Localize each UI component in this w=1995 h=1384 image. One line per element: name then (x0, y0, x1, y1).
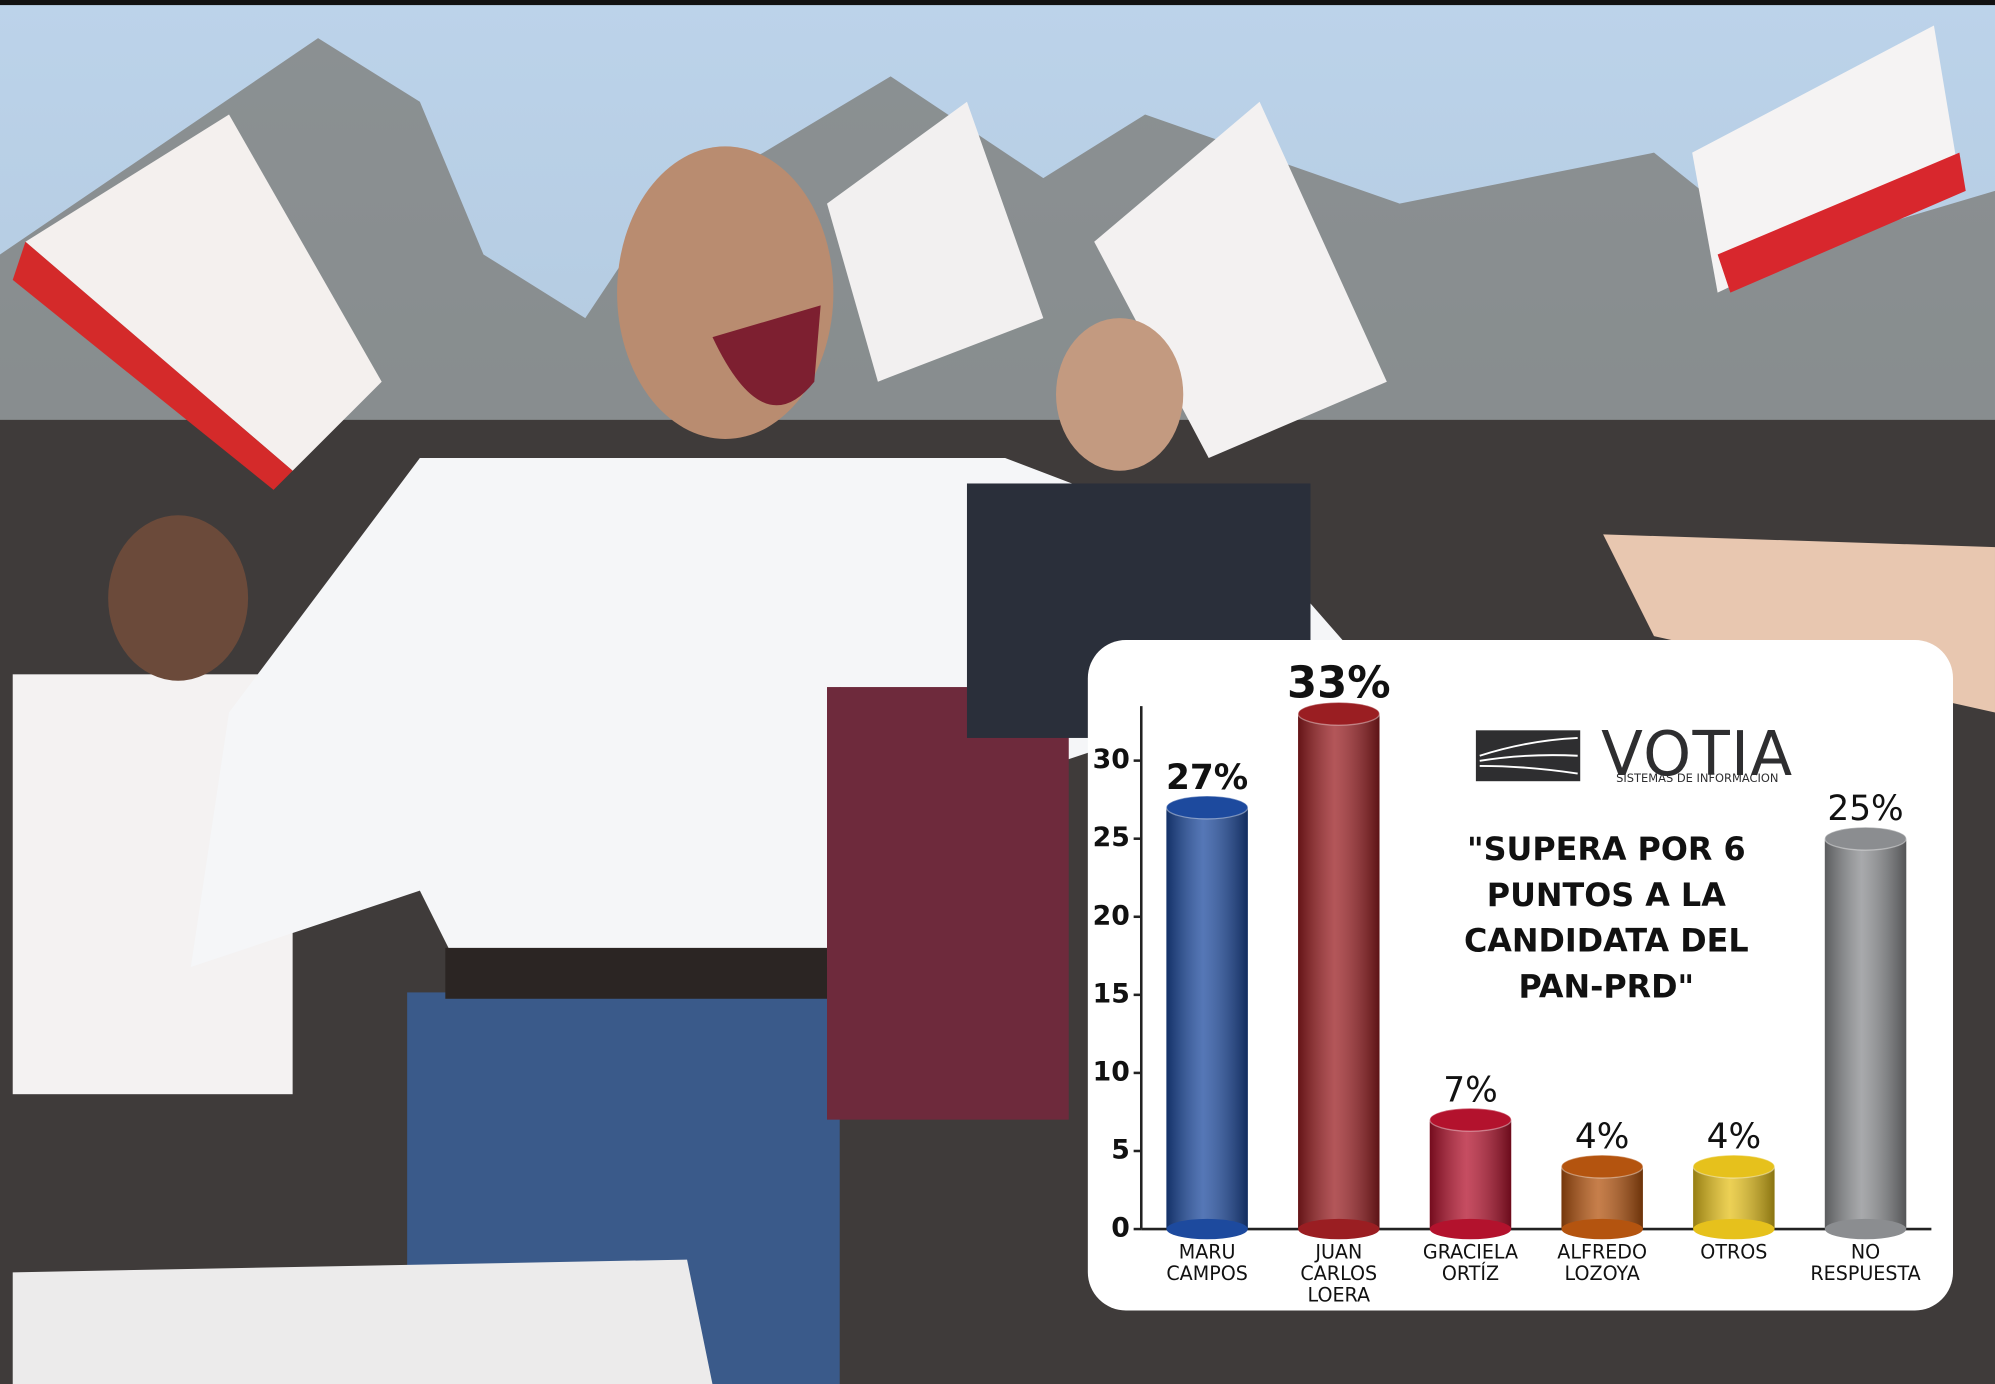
scene: VOTIA SISTEMAS DE INFORMACION 0510152025… (0, 0, 1995, 1384)
bar-cap (1693, 1155, 1774, 1178)
y-tick-label: 5 (1111, 1134, 1130, 1165)
x-tick-label: JUAN CARLOS LOERA (1300, 1242, 1377, 1307)
y-tick-label: 0 (1111, 1213, 1130, 1244)
bar-base (1298, 1219, 1379, 1239)
y-tick-label: 25 (1093, 822, 1130, 853)
bar-cap (1825, 827, 1906, 850)
bar-base (1166, 1219, 1247, 1239)
x-tick-label: OTROS (1700, 1242, 1767, 1264)
x-tick-label: MARU CAMPOS (1166, 1242, 1248, 1285)
bar-base (1693, 1219, 1774, 1239)
annotation: "SUPERA POR 6 PUNTOS A LA CANDIDATA DEL … (1450, 827, 1762, 1010)
value-label: 25% (1827, 789, 1903, 829)
bar-cap (1430, 1108, 1511, 1131)
bar-base (1561, 1219, 1642, 1239)
x-tick-label: NO RESPUESTA (1810, 1242, 1920, 1285)
bar-base (1825, 1219, 1906, 1239)
bar-shading (1166, 807, 1247, 1229)
bar-shading (1298, 714, 1379, 1229)
page: VOTIA SISTEMAS DE INFORMACION 0510152025… (0, 0, 1995, 1384)
y-tick-label: 20 (1093, 900, 1130, 931)
x-tick-label: ALFREDO LOZOYA (1557, 1242, 1647, 1285)
value-label: 7% (1443, 1070, 1497, 1110)
bar-cap (1166, 796, 1247, 819)
bar-shading (1430, 1120, 1511, 1229)
value-label: 4% (1575, 1117, 1629, 1157)
value-label: 33% (1287, 658, 1391, 708)
stage: VOTIA SISTEMAS DE INFORMACION 0510152025… (0, 0, 1995, 1384)
y-tick-label: 10 (1093, 1056, 1130, 1087)
bar-shading (1825, 839, 1906, 1229)
y-tick-label: 30 (1093, 744, 1130, 775)
value-label: 4% (1707, 1117, 1761, 1157)
logo-subtitle: SISTEMAS DE INFORMACION (1616, 771, 1778, 785)
x-tick-label: GRACIELA ORTÍZ (1423, 1242, 1518, 1285)
y-tick-label: 15 (1093, 978, 1130, 1009)
bar-base (1430, 1219, 1511, 1239)
bar-cap (1561, 1155, 1642, 1178)
value-label: 27% (1166, 758, 1248, 798)
